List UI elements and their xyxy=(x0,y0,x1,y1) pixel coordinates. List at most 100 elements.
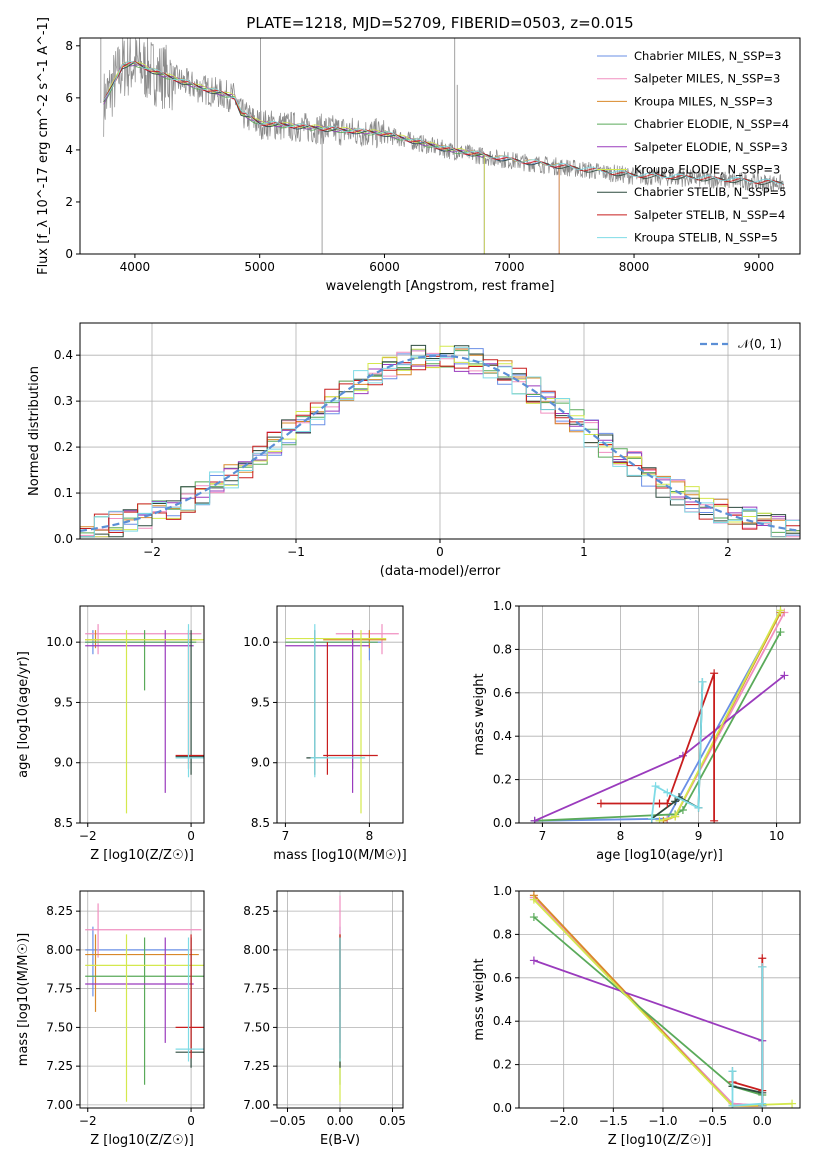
y-tick-label: 9.0 xyxy=(251,756,270,770)
axes-frame xyxy=(79,890,205,1109)
x-tick-label: 8000 xyxy=(619,260,650,274)
y-tick-label: 0.0 xyxy=(493,816,512,830)
age-vs-mass-panel: 7 8 8.5 9.0 9.5 10.0 mass [log10(M/M☉)] xyxy=(243,605,407,863)
model-spectrum-line xyxy=(103,61,784,185)
residual-histogram-panel: 𝒩(0, 1) −2 −1 0 1 2 0.0 0.1 0.2 0.3 0.4 (data-model… xyxy=(27,322,801,579)
y-tick-label: 10.0 xyxy=(46,635,73,649)
mass-weight-marker xyxy=(758,1101,767,1108)
y-tick-label: 8 xyxy=(65,39,73,53)
x-tick-label: 0 xyxy=(187,829,195,843)
mass-weight-marker xyxy=(728,1067,737,1076)
y-axis-label: Normed distribution xyxy=(27,366,42,496)
model-spectrum-line xyxy=(103,61,560,167)
x-tick-label: 8 xyxy=(617,829,625,843)
x-tick-label: −0.5 xyxy=(698,1114,727,1128)
y-tick-label: 0.8 xyxy=(493,927,512,941)
x-axis-label: wavelength [Angstrom, rest frame] xyxy=(326,279,555,294)
x-tick-label: 6000 xyxy=(369,260,400,274)
y-axis-label: age [log10(age/yr)] xyxy=(16,651,31,778)
y-tick-label: 2 xyxy=(65,195,73,209)
y-tick-label: 1.0 xyxy=(493,599,512,613)
mass-weight-line xyxy=(534,631,782,822)
y-tick-label: 0.2 xyxy=(54,440,73,454)
mass-weight-line xyxy=(659,609,782,822)
mass-weight-line xyxy=(533,896,763,1107)
y-tick-label: 0.6 xyxy=(493,686,512,700)
x-tick-label: 9000 xyxy=(744,260,775,274)
x-tick-label: 1 xyxy=(580,545,588,559)
x-tick-label: 5000 xyxy=(244,260,275,274)
mass-weight-marker xyxy=(529,895,538,904)
figure-title: PLATE=1218, MJD=52709, FIBERID=0503, z=0… xyxy=(246,14,633,32)
y-tick-label: 10.0 xyxy=(243,635,270,649)
y-axis-label: Flux [f_λ 10^-17 erg cm^-2 s^-1 A^-1] xyxy=(36,17,51,275)
y-tick-label: 8.25 xyxy=(243,904,270,918)
legend-label: Salpeter STELIB, N_SSP=4 xyxy=(634,208,785,222)
mass-weight-marker xyxy=(694,803,703,812)
mass-weight-marker xyxy=(647,814,656,823)
plot-area xyxy=(85,624,204,814)
y-tick-label: 0.3 xyxy=(54,394,73,408)
y-tick-label: 4 xyxy=(65,143,73,157)
y-tick-label: 0.2 xyxy=(493,773,512,787)
x-axis-label: age [log10(age/yr)] xyxy=(596,848,723,863)
mass-weight-marker xyxy=(663,799,672,808)
y-tick-label: 9.5 xyxy=(54,695,73,709)
mass-weight-marker xyxy=(671,797,680,806)
legend-label: Kroupa STELIB, N_SSP=5 xyxy=(634,231,778,245)
y-tick-label: 7.50 xyxy=(243,1020,270,1034)
mass-weight-marker xyxy=(671,812,680,821)
y-tick-label: 7.50 xyxy=(46,1020,73,1034)
x-tick-label: 0.0 xyxy=(753,1114,772,1128)
legend-label: 𝒩(0, 1) xyxy=(738,337,782,351)
x-tick-label: −1.0 xyxy=(648,1114,677,1128)
mass-weight-marker xyxy=(776,606,785,615)
y-tick-label: 0.4 xyxy=(493,1014,512,1028)
y-tick-label: 0.4 xyxy=(54,348,73,362)
x-tick-label: 2 xyxy=(724,545,732,559)
mass-weight-marker xyxy=(776,628,785,637)
x-tick-label: −2 xyxy=(79,1114,97,1128)
mass-weight-marker xyxy=(758,962,767,971)
mass-weight-marker xyxy=(651,782,660,791)
mass-vs-extinction-panel: −0.05 0.00 0.05 7.00 7.25 7.50 7.75 8.00 8.25 E(B… xyxy=(243,890,406,1148)
x-tick-label: −0.05 xyxy=(269,1114,306,1128)
axes-frame xyxy=(79,37,801,255)
y-tick-label: 7.25 xyxy=(243,1059,270,1073)
mass-weight-line xyxy=(533,916,763,1096)
mass-weight-marker xyxy=(710,816,719,823)
legend-label: Salpeter MILES, N_SSP=3 xyxy=(634,72,780,86)
y-tick-label: 7.25 xyxy=(46,1059,73,1073)
mass-weight-marker xyxy=(655,799,664,808)
y-tick-label: 0 xyxy=(65,247,73,261)
mass-weight-line xyxy=(534,674,785,822)
plot-area xyxy=(80,344,800,538)
y-tick-label: 7.00 xyxy=(243,1098,270,1112)
x-tick-label: 7 xyxy=(282,829,290,843)
spectrum-panel: Chabrier MILES, N_SSP=3 Salpeter MILES, N… xyxy=(36,17,801,294)
x-tick-label: −2 xyxy=(79,829,97,843)
plot-area xyxy=(85,903,204,1102)
legend-label: Chabrier STELIB, N_SSP=5 xyxy=(634,185,786,199)
x-axis-label: E(B-V) xyxy=(320,1133,360,1148)
y-tick-label: 7.00 xyxy=(46,1098,73,1112)
y-tick-label: 8.5 xyxy=(251,816,270,830)
residual-histogram-step xyxy=(80,347,800,538)
mass-weight-marker xyxy=(728,1101,737,1108)
plot-area xyxy=(529,891,797,1108)
x-axis-label: (data-model)/error xyxy=(380,564,501,579)
mass-weight-line xyxy=(650,681,704,819)
mass-weight-marker xyxy=(530,816,539,823)
model-spectrum-line xyxy=(103,60,784,186)
weight-vs-age-panel: 7 8 9 10 0.0 0.2 0.4 0.6 0.8 1.0 age [log10(age/yr… xyxy=(472,599,801,863)
mass-weight-line xyxy=(533,959,764,1106)
mass-weight-marker xyxy=(596,799,605,808)
weight-vs-metallicity-panel: −2.0 −1.5 −1.0 −0.5 0.0 0.0 0.2 0.4 0.6 0.8 1.0 Z [… xyxy=(472,884,801,1148)
residual-histogram-step xyxy=(80,345,800,538)
x-axis-label: mass [log10(M/M☉)] xyxy=(273,848,406,863)
mass-weight-line xyxy=(534,612,782,822)
legend-label: Chabrier ELODIE, N_SSP=4 xyxy=(634,117,789,131)
legend-label: Salpeter ELODIE, N_SSP=3 xyxy=(634,140,788,154)
y-tick-label: 9.5 xyxy=(251,695,270,709)
legend-label: Chabrier MILES, N_SSP=3 xyxy=(634,49,781,63)
